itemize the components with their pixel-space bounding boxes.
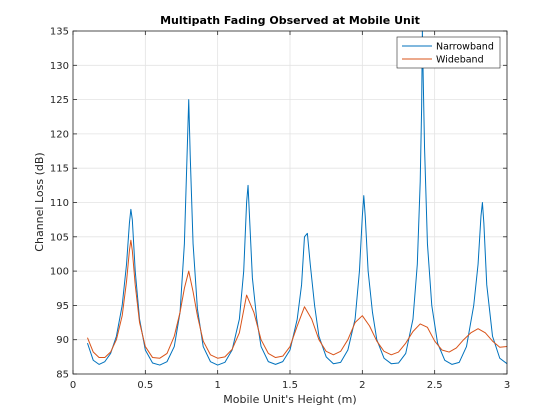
x-tick-label: 0 [70, 380, 76, 391]
y-tick-label: 125 [50, 95, 69, 106]
x-tick-label: 2 [359, 380, 365, 391]
legend-label-narrowband: Narrowband [436, 42, 494, 53]
y-tick-label: 95 [56, 301, 69, 312]
y-tick-label: 110 [50, 198, 69, 209]
x-tick-label: 2.5 [427, 380, 443, 391]
x-tick-label: 3 [504, 380, 510, 391]
series-line-narrowband [86, 30, 508, 366]
x-axis-label: Mobile Unit's Height (m) [223, 393, 356, 406]
y-tick-label: 100 [50, 267, 69, 278]
legend: Narrowband Wideband [396, 36, 501, 69]
series-line-wideband [87, 239, 508, 359]
y-tick-label: 90 [56, 335, 69, 346]
legend-label-wideband: Wideband [436, 55, 484, 66]
ticks-layer: 0 0.5 1 1.5 2 2.5 3 85 90 95 100 105 110 115 120 125 130… [50, 27, 510, 392]
y-tick-label: 130 [50, 61, 69, 72]
y-tick-label: 105 [50, 232, 69, 243]
y-axis-label: Channel Loss (dB) [33, 152, 46, 251]
y-tick-label: 85 [56, 370, 69, 381]
x-tick-label: 1 [214, 380, 220, 391]
chart-title: Multipath Fading Observed at Mobile Unit [160, 14, 420, 27]
x-tick-label: 0.5 [137, 380, 153, 391]
y-tick-label: 135 [50, 27, 69, 38]
x-tick-label: 1.5 [282, 380, 298, 391]
legend-box [396, 36, 501, 69]
y-tick-label: 120 [50, 129, 69, 140]
y-tick-label: 115 [50, 164, 69, 175]
series-layer [86, 30, 508, 366]
